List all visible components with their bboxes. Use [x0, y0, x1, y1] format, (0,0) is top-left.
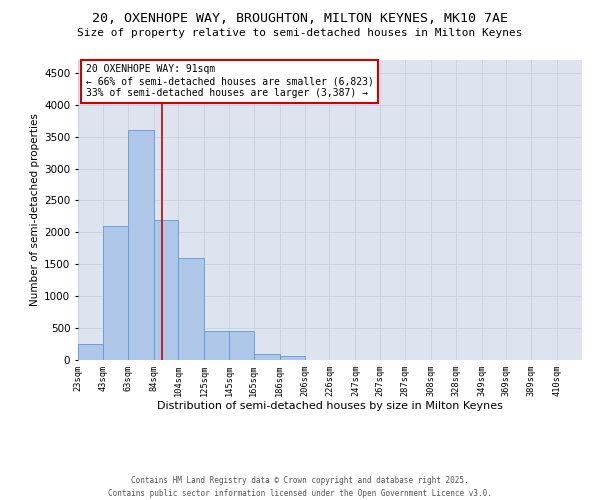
Bar: [229, 332, 254, 360]
Text: Contains HM Land Registry data © Crown copyright and database right 2025.
Contai: Contains HM Land Registry data © Crown c…: [108, 476, 492, 498]
Bar: [128, 130, 154, 360]
Bar: [254, 354, 280, 360]
Text: Size of property relative to semi-detached houses in Milton Keynes: Size of property relative to semi-detach…: [77, 28, 523, 38]
Text: 20, OXENHOPE WAY, BROUGHTON, MILTON KEYNES, MK10 7AE: 20, OXENHOPE WAY, BROUGHTON, MILTON KEYN…: [92, 12, 508, 26]
Text: 20 OXENHOPE WAY: 91sqm
← 66% of semi-detached houses are smaller (6,823)
33% of : 20 OXENHOPE WAY: 91sqm ← 66% of semi-det…: [86, 64, 373, 98]
Bar: [178, 258, 205, 360]
Bar: [205, 332, 229, 360]
Y-axis label: Number of semi-detached properties: Number of semi-detached properties: [30, 114, 40, 306]
Bar: [103, 226, 128, 360]
Bar: [78, 344, 103, 360]
Bar: [154, 220, 178, 360]
X-axis label: Distribution of semi-detached houses by size in Milton Keynes: Distribution of semi-detached houses by …: [157, 400, 503, 410]
Bar: [280, 356, 305, 360]
